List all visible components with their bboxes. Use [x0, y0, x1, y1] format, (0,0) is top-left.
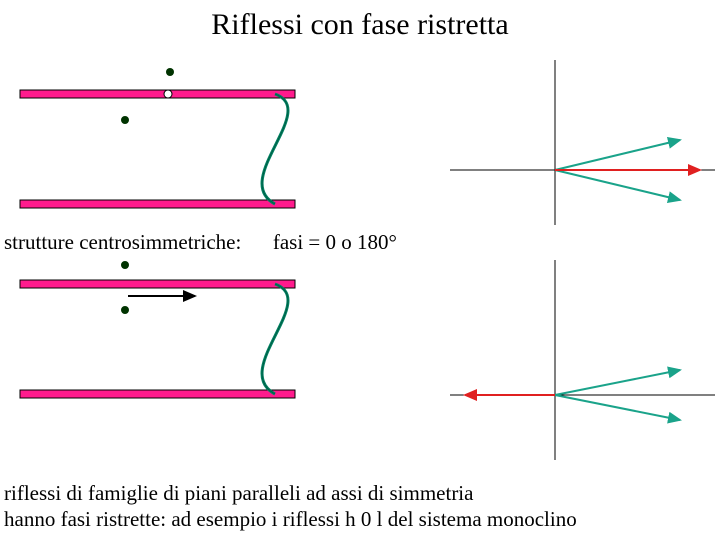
- phase-curve: [262, 284, 288, 394]
- diagram-canvas: [0, 0, 720, 540]
- lattice-plane: [20, 90, 295, 98]
- phase-vector: [555, 370, 680, 395]
- phase-vector: [555, 140, 680, 170]
- atom-dot: [121, 306, 129, 314]
- phase-curve: [262, 94, 288, 204]
- atom-dot: [121, 116, 129, 124]
- lattice-plane: [20, 280, 295, 288]
- lattice-plane: [20, 390, 295, 398]
- phase-vector: [555, 395, 680, 420]
- lattice-plane: [20, 200, 295, 208]
- atom-open-dot: [164, 90, 172, 98]
- atom-dot: [121, 261, 129, 269]
- atom-dot: [166, 68, 174, 76]
- phase-vector: [555, 170, 680, 200]
